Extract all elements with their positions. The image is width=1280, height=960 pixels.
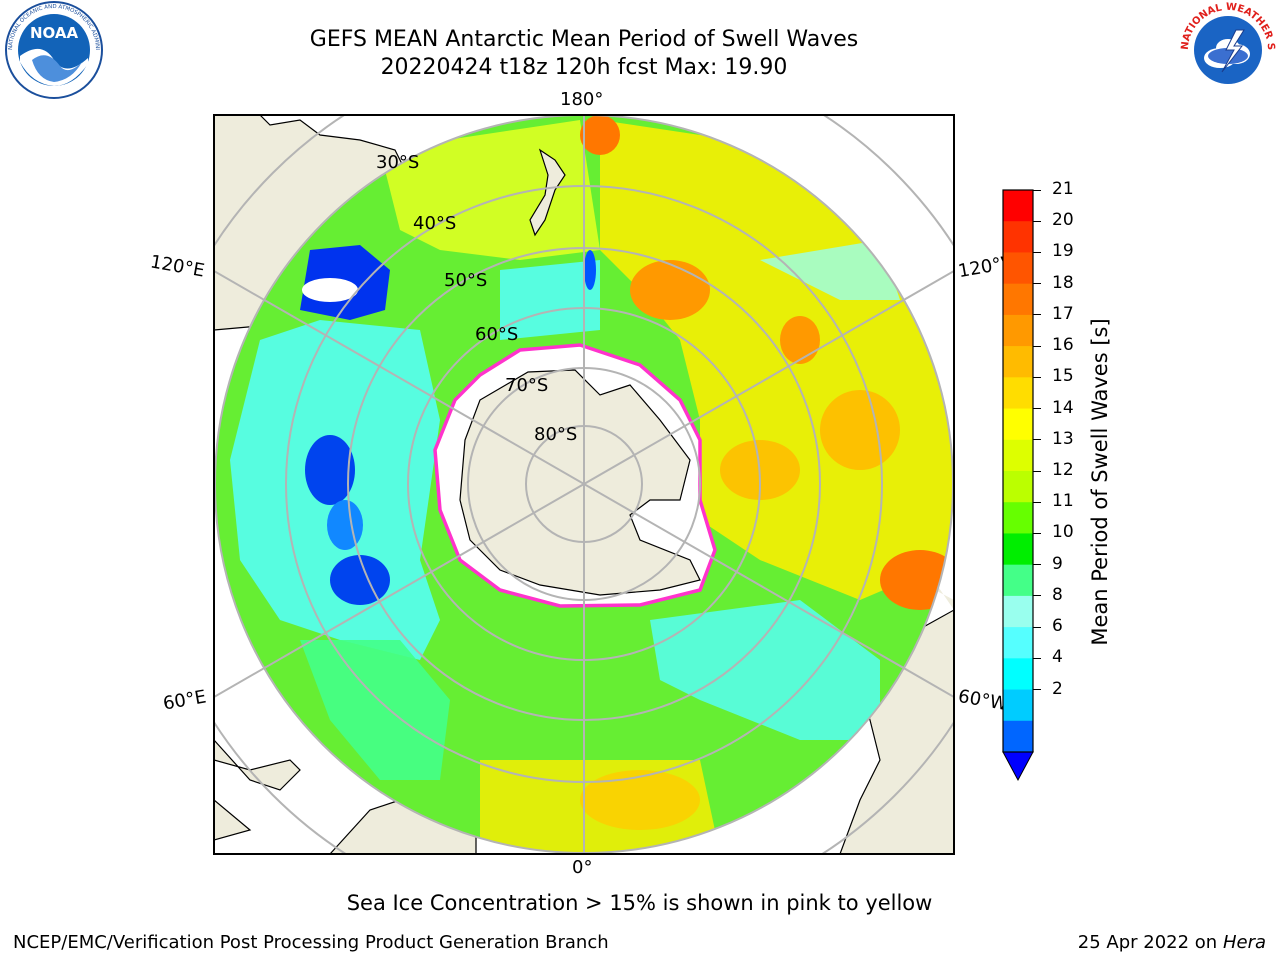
colorbar <box>1002 189 1034 782</box>
colorbar-tick-mark <box>1033 408 1041 410</box>
colorbar-segment <box>1003 346 1033 378</box>
colorbar-tick-label: 15 <box>1052 366 1074 387</box>
colorbar-segment <box>1003 439 1033 472</box>
colorbar-tick-mark <box>1033 220 1041 222</box>
colorbar-tick-label: 12 <box>1052 460 1074 480</box>
lat-label-80s: 80°S <box>534 424 578 445</box>
colorbar-segment <box>1003 252 1033 285</box>
colorbar-tick-label: 4 <box>1052 647 1063 668</box>
colorbar-tick-label: 18 <box>1052 272 1074 293</box>
footer-host: Hera <box>1222 932 1266 953</box>
colorbar-tick-label: 16 <box>1052 335 1074 356</box>
colorbar-segment <box>1003 720 1033 753</box>
lat-label-40s: 40°S <box>413 213 457 234</box>
lat-label-30s: 30°S <box>376 152 420 173</box>
colorbar-segment <box>1003 314 1033 347</box>
footer-branch: NCEP/EMC/Verification Post Processing Pr… <box>13 932 609 953</box>
colorbar-segment <box>1003 221 1033 253</box>
meridian-label-0: 0° <box>572 857 593 878</box>
colorbar-segment <box>1003 689 1033 722</box>
colorbar-tick-label: 19 <box>1052 241 1074 262</box>
colorbar-tick-label: 21 <box>1052 179 1074 199</box>
colorbar-segment <box>1003 408 1033 441</box>
colorbar-tick-label: 11 <box>1052 491 1074 512</box>
noaa-logo: NOAA NATIONAL OCEANIC AND ATMOSPHERIC AD… <box>2 0 103 99</box>
colorbar-tick-mark <box>1033 626 1041 628</box>
colorbar-tick-mark <box>1033 189 1041 191</box>
colorbar-tick-label: 10 <box>1052 522 1074 543</box>
colorbar-tick-mark <box>1033 345 1041 347</box>
sea-ice-caption: Sea Ice Concentration > 15% is shown in … <box>346 891 933 915</box>
colorbar-tick-label: 9 <box>1052 553 1063 574</box>
colorbar-tick-mark <box>1033 689 1041 691</box>
noaa-logo-text: NOAA <box>30 24 79 42</box>
colorbar-segment <box>1003 190 1033 222</box>
colorbar-tick-mark <box>1033 283 1041 285</box>
colorbar-segment <box>1003 627 1033 659</box>
colorbar-tick-mark <box>1033 564 1041 566</box>
nws-logo: NATIONAL WEATHER SERVICE <box>1176 0 1276 98</box>
colorbar-segment <box>1003 471 1033 503</box>
colorbar-tick-mark <box>1033 532 1041 534</box>
colorbar-segment <box>1003 502 1033 534</box>
footer-date-text: 25 Apr 2022 on <box>1077 932 1223 953</box>
colorbar-tick-label: 17 <box>1052 303 1074 324</box>
page-subtitle: 20220424 t18z 120h fcst Max: 19.90 <box>380 55 788 80</box>
lat-label-60s: 60°S <box>475 324 519 345</box>
colorbar-tick-mark <box>1033 376 1041 378</box>
footer-date: 25 Apr 2022 on Hera <box>1078 932 1266 953</box>
colorbar-tick-label: 2 <box>1052 678 1063 699</box>
colorbar-segment <box>1003 283 1033 316</box>
lat-label-50s: 50°S <box>444 270 488 291</box>
colorbar-segment <box>1003 533 1033 566</box>
colorbar-segment <box>1003 564 1033 597</box>
colorbar-tick-label: 20 <box>1052 210 1074 231</box>
colorbar-tick-label: 14 <box>1052 397 1074 418</box>
page-title: GEFS MEAN Antarctic Mean Period of Swell… <box>309 27 859 52</box>
colorbar-label: Mean Period of Swell Waves [s] <box>1088 318 1112 646</box>
colorbar-tick-mark <box>1033 439 1041 441</box>
colorbar-tick-mark <box>1033 470 1041 472</box>
colorbar-tick-label: 8 <box>1052 584 1063 605</box>
colorbar-tick-mark <box>1033 501 1041 503</box>
colorbar-segment <box>1003 377 1033 410</box>
colorbar-tick-label: 13 <box>1052 428 1074 449</box>
new-zealand-land <box>529 148 566 237</box>
colorbar-tick-label: 6 <box>1052 616 1063 637</box>
colorbar-tick-mark <box>1033 657 1041 659</box>
colorbar-tick-mark <box>1033 595 1041 597</box>
meridian-label-180: 180° <box>560 89 604 110</box>
colorbar-segment <box>1003 595 1033 628</box>
colorbar-tick-mark <box>1033 251 1041 253</box>
lat-label-70s: 70°S <box>505 375 549 396</box>
colorbar-segment <box>1003 658 1033 691</box>
colorbar-tick-mark <box>1033 314 1041 316</box>
